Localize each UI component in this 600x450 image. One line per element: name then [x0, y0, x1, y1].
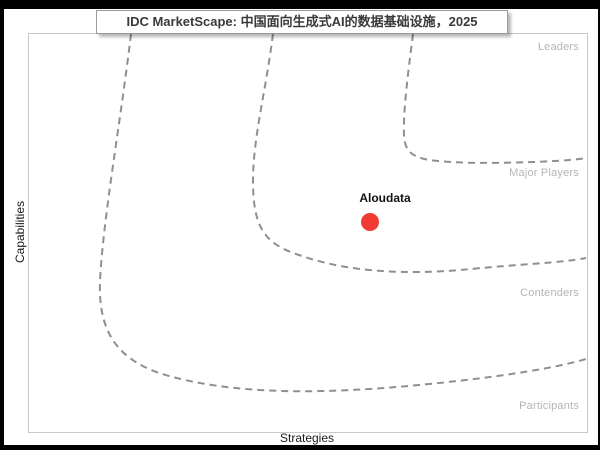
marketscape-arcs — [98, 34, 587, 393]
chart-canvas: IDC MarketScape: 中国面向生成式AI的数据基础设施，2025 C… — [4, 9, 598, 445]
vendor-label-aloudata: Aloudata — [359, 191, 411, 205]
contenders-participants-boundary-curve — [98, 34, 587, 393]
leaders-major-players-boundary-curve — [402, 34, 587, 164]
region-label-leaders: Leaders — [537, 41, 579, 53]
region-label-contenders: Contenders — [520, 287, 579, 299]
y-axis-label: Capabilities — [13, 200, 27, 264]
chart-title: IDC MarketScape: 中国面向生成式AI的数据基础设施，2025 — [96, 10, 508, 34]
region-label-participants: Participants — [519, 400, 579, 412]
region-label-major-players: Major Players — [509, 167, 579, 179]
x-axis-label: Strategies — [279, 431, 335, 445]
vendor-dot-aloudata — [361, 213, 379, 231]
major-players-contenders-boundary-curve — [251, 34, 587, 274]
plot-area: Leaders Major Players Contenders Partici… — [28, 33, 588, 433]
